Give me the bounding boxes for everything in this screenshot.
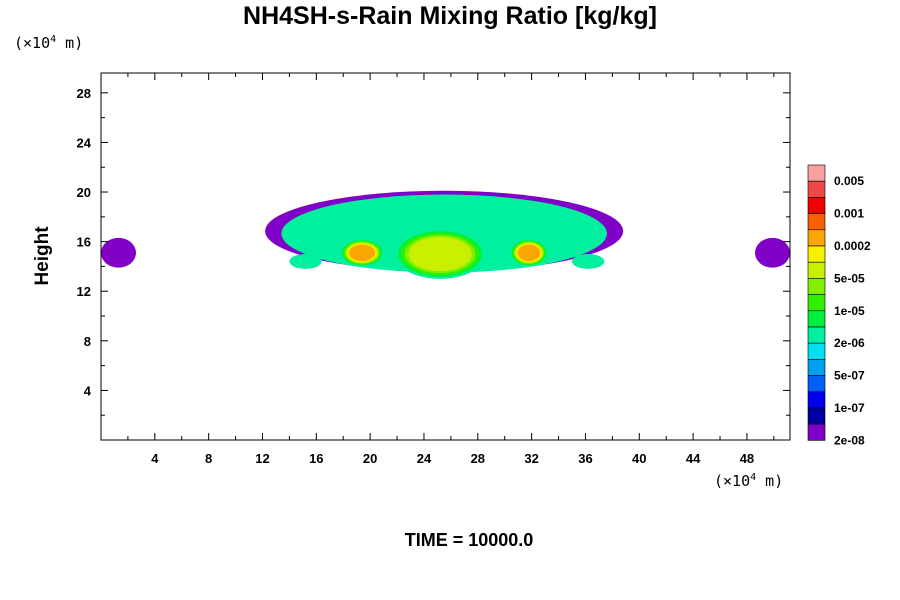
colorbar-swatch bbox=[807, 245, 826, 263]
colorbar-label: 2e-06 bbox=[834, 336, 865, 350]
colorbar-swatch bbox=[807, 197, 826, 214]
y-unit-label: (×104 m) bbox=[14, 34, 84, 52]
y-tick-label: 12 bbox=[77, 284, 91, 299]
colorbar-label: 5e-05 bbox=[834, 271, 865, 285]
colorbar-label: 0.001 bbox=[834, 207, 864, 221]
colorbar-swatch bbox=[807, 294, 826, 312]
field-region-2-shell-10 bbox=[429, 248, 451, 260]
colorbar-swatch bbox=[807, 261, 826, 279]
x-tick-label: 40 bbox=[632, 451, 646, 466]
field-region-8-shell-6 bbox=[583, 259, 593, 264]
x-tick-label: 36 bbox=[578, 451, 592, 466]
chart-title: NH4SH-s-Rain Mixing Ratio [kg/kg] bbox=[243, 2, 657, 30]
colorbar-swatch bbox=[807, 278, 826, 295]
colorbar-swatch bbox=[807, 180, 826, 198]
x-tick-label: 24 bbox=[417, 451, 432, 466]
plot-frame bbox=[100, 72, 791, 441]
time-label: TIME = 10000.0 bbox=[404, 530, 534, 550]
colorbar-swatch bbox=[807, 359, 826, 376]
field-region-3-shell-12 bbox=[357, 249, 367, 256]
colorbar-swatch bbox=[807, 423, 826, 441]
colorbar-swatch bbox=[807, 213, 826, 231]
x-tick-label: 48 bbox=[740, 451, 754, 466]
x-tick-label: 16 bbox=[309, 451, 323, 466]
y-tick-label: 4 bbox=[84, 383, 92, 398]
y-tick-label: 28 bbox=[77, 86, 91, 101]
x-tick-label: 20 bbox=[363, 451, 377, 466]
x-tick-label: 4 bbox=[151, 451, 159, 466]
colorbar-label: 1e-05 bbox=[834, 304, 865, 318]
colorbar-label: 1e-07 bbox=[834, 401, 865, 415]
x-tick-label: 44 bbox=[686, 451, 701, 466]
colorbar-swatch bbox=[807, 310, 826, 328]
field-region-7-shell-6 bbox=[301, 259, 310, 264]
y-tick-label: 20 bbox=[77, 185, 91, 200]
colorbar-swatch bbox=[807, 164, 826, 182]
colorbar-swatch bbox=[807, 229, 826, 247]
colorbar-swatch bbox=[807, 342, 826, 360]
x-tick-label: 28 bbox=[471, 451, 485, 466]
colorbar-label: 0.0002 bbox=[834, 239, 871, 253]
colorbar-label: 5e-07 bbox=[834, 369, 865, 383]
colorbar-swatch bbox=[807, 375, 826, 393]
colorbar-label: 2e-08 bbox=[834, 433, 865, 447]
colorbar-swatch bbox=[807, 326, 826, 344]
colorbar-swatch bbox=[807, 391, 826, 409]
y-tick-label: 24 bbox=[77, 135, 92, 150]
colorbar-label: 0.005 bbox=[834, 174, 864, 188]
field-layer bbox=[101, 190, 790, 279]
x-tick-label: 12 bbox=[255, 451, 269, 466]
colorbar: 0.005 0.001 0.0002 5e-05 1e-05 2e-06 5e-07 1e-0… bbox=[807, 164, 871, 447]
x-unit-label: (×104 m) bbox=[714, 472, 784, 490]
colorbar-swatch bbox=[807, 407, 826, 425]
field-region-4-shell-12 bbox=[524, 249, 534, 256]
field-region-6-shell-0 bbox=[755, 237, 790, 268]
x-tick-label: 8 bbox=[205, 451, 212, 466]
y-tick-label: 16 bbox=[77, 235, 91, 250]
y-tick-label: 8 bbox=[84, 334, 91, 349]
x-tick-label: 32 bbox=[524, 451, 538, 466]
field-region-5-shell-0 bbox=[101, 237, 136, 268]
